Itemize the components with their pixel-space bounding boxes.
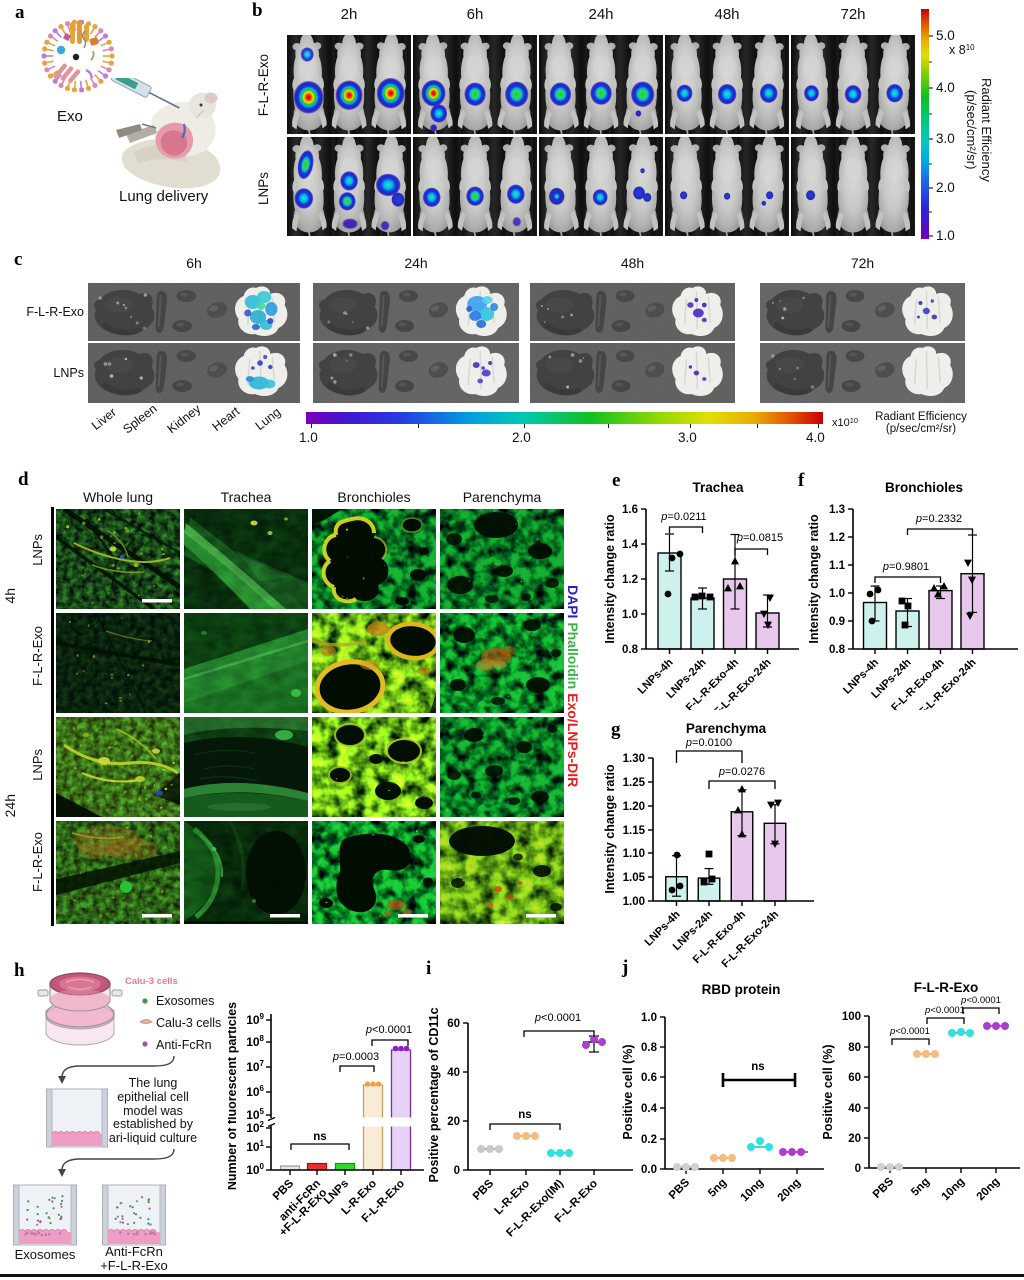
svg-text:F-L-R-Exo-24h: F-L-R-Exo-24h (719, 908, 781, 970)
svg-text:1.0: 1.0 (829, 588, 845, 600)
svg-text:109: 109 (246, 1012, 264, 1027)
svg-text:0.9: 0.9 (829, 616, 845, 628)
svg-text:F-L-R-Exo: F-L-R-Exo (914, 980, 979, 995)
svg-text:20ng: 20ng (776, 1177, 803, 1204)
svg-text:100: 100 (842, 1011, 861, 1023)
svg-text:1.0: 1.0 (622, 609, 638, 621)
svg-text:1.00: 1.00 (623, 896, 645, 908)
svg-text:p=0.2332: p=0.2332 (915, 513, 962, 525)
svg-text:p=0.0276: p=0.0276 (718, 766, 765, 778)
svg-text:Intensity change ratio: Intensity change ratio (603, 764, 617, 894)
svg-text:p=0.0003: p=0.0003 (332, 1051, 379, 1063)
svg-text:p<0.0001: p<0.0001 (924, 1005, 965, 1016)
svg-text:40: 40 (848, 1103, 861, 1115)
svg-text:1.4: 1.4 (622, 539, 639, 551)
svg-text:0.8: 0.8 (829, 644, 846, 656)
svg-text:Positive cell (%): Positive cell (%) (621, 1044, 635, 1139)
svg-text:1.05: 1.05 (623, 872, 646, 884)
svg-text:p=0.0815: p=0.0815 (736, 532, 783, 544)
svg-text:60: 60 (848, 1072, 861, 1084)
svg-text:20ng: 20ng (975, 1176, 1002, 1203)
svg-text:1.10: 1.10 (623, 848, 645, 860)
svg-text:Parenchyma: Parenchyma (686, 721, 767, 736)
svg-text:p<0.0001: p<0.0001 (960, 995, 1001, 1006)
svg-text:20: 20 (848, 1133, 861, 1145)
svg-text:1.3: 1.3 (829, 504, 845, 516)
svg-text:Trachea: Trachea (692, 480, 744, 495)
svg-text:20: 20 (447, 1116, 460, 1128)
svg-text:108: 108 (246, 1034, 264, 1049)
svg-text:100: 100 (246, 1162, 264, 1177)
svg-text:10ng: 10ng (940, 1176, 967, 1203)
svg-text:10ng: 10ng (739, 1177, 766, 1204)
svg-text:Intensity change ratio: Intensity change ratio (603, 514, 617, 644)
svg-text:5ng: 5ng (706, 1177, 729, 1200)
svg-text:ns: ns (751, 1061, 764, 1073)
svg-text:PBS: PBS (667, 1176, 692, 1201)
svg-text:Number of fluorescent particle: Number of fluorescent particles (228, 1002, 239, 1190)
svg-text:0.8: 0.8 (622, 644, 639, 656)
svg-text:5ng: 5ng (909, 1176, 932, 1199)
svg-text:PBS: PBS (471, 1177, 496, 1202)
svg-text:0.6: 0.6 (641, 1072, 657, 1084)
svg-text:PBS: PBS (871, 1175, 896, 1200)
svg-text:p=0.0211: p=0.0211 (660, 511, 706, 523)
svg-text:1.20: 1.20 (623, 801, 645, 813)
svg-text:0.0: 0.0 (641, 1164, 657, 1176)
svg-text:Positive percentage of CD11c: Positive percentage of CD11c (427, 1007, 441, 1182)
svg-text:106: 106 (246, 1084, 264, 1099)
svg-text:0.8: 0.8 (641, 1042, 658, 1054)
svg-text:ns: ns (518, 1109, 531, 1121)
svg-text:0: 0 (454, 1165, 460, 1177)
svg-text:101: 101 (246, 1139, 264, 1154)
svg-text:1.0: 1.0 (641, 1012, 657, 1024)
svg-text:107: 107 (246, 1059, 264, 1074)
svg-text:0.4: 0.4 (641, 1103, 658, 1115)
svg-text:0: 0 (855, 1163, 861, 1175)
svg-text:ns: ns (313, 1131, 326, 1143)
svg-text:p<0.0001: p<0.0001 (889, 1026, 930, 1037)
svg-text:RBD protein: RBD protein (702, 982, 781, 997)
svg-text:1.2: 1.2 (622, 574, 638, 586)
svg-text:p<0.0001: p<0.0001 (534, 1012, 581, 1024)
svg-text:1.2: 1.2 (829, 532, 845, 544)
svg-text:40: 40 (447, 1067, 460, 1079)
svg-text:p=0.9801: p=0.9801 (882, 561, 929, 573)
svg-text:0.2: 0.2 (641, 1134, 657, 1146)
svg-text:60: 60 (447, 1018, 460, 1030)
svg-text:1.6: 1.6 (622, 504, 638, 516)
svg-text:Bronchioles: Bronchioles (885, 480, 963, 495)
svg-text:102: 102 (246, 1120, 264, 1135)
svg-text:1.15: 1.15 (623, 825, 646, 837)
svg-text:1.1: 1.1 (829, 560, 846, 572)
svg-text:Positive cell (%): Positive cell (%) (821, 1044, 835, 1139)
svg-text:1.25: 1.25 (623, 777, 646, 789)
svg-text:p=0.0100: p=0.0100 (685, 737, 732, 749)
svg-text:p<0.0001: p<0.0001 (365, 1024, 412, 1036)
svg-text:1.30: 1.30 (623, 753, 645, 765)
svg-text:80: 80 (848, 1042, 861, 1054)
svg-text:Intensity change ratio: Intensity change ratio (807, 514, 821, 644)
